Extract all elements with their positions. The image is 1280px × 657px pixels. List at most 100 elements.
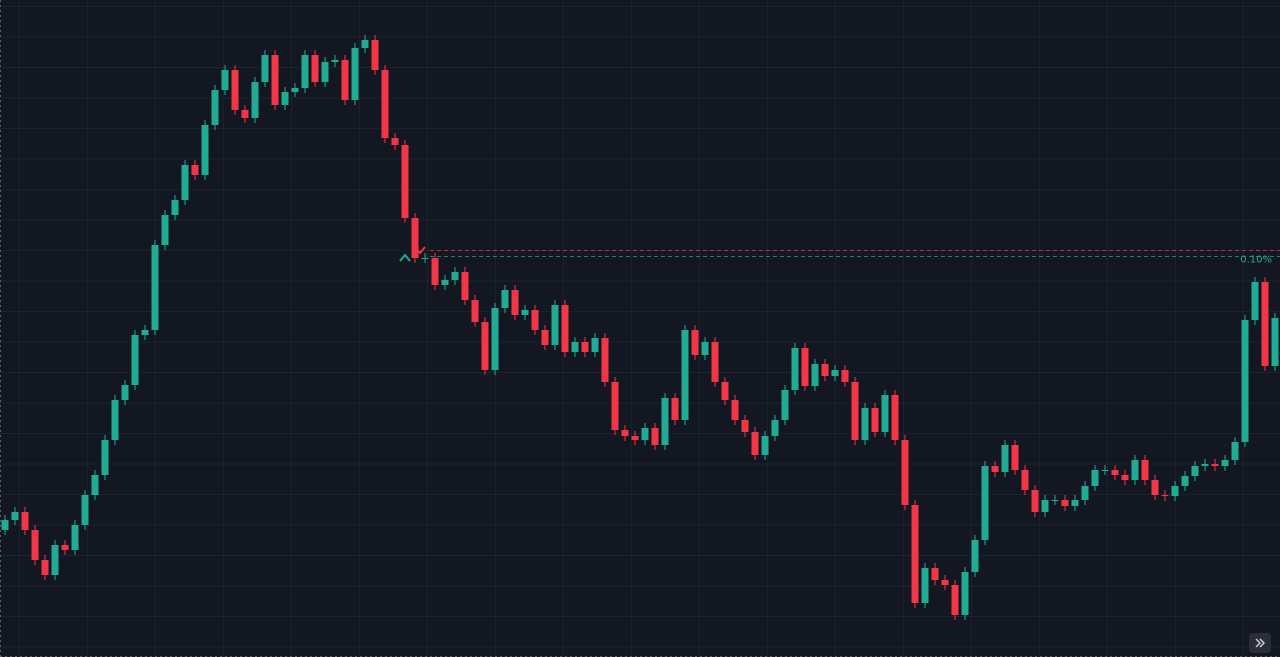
candle-body bbox=[1231, 442, 1239, 460]
candle-body bbox=[641, 428, 649, 440]
candle-body bbox=[1041, 500, 1049, 512]
candle-body bbox=[271, 55, 279, 105]
candle-body bbox=[1131, 460, 1139, 480]
chevron bbox=[1255, 638, 1265, 648]
candle-body bbox=[741, 420, 749, 432]
candle-body bbox=[321, 62, 329, 82]
candle-body bbox=[291, 88, 299, 92]
candle-body bbox=[961, 572, 969, 615]
candle-body bbox=[261, 55, 269, 82]
candle-body bbox=[781, 390, 789, 420]
candle-body bbox=[171, 200, 179, 215]
candle-body bbox=[391, 138, 399, 145]
candle-body bbox=[311, 55, 319, 82]
candle-body bbox=[581, 342, 589, 352]
candle-body bbox=[1061, 500, 1069, 506]
candle-body bbox=[561, 305, 569, 352]
candle-body bbox=[191, 165, 199, 175]
candle-body bbox=[251, 82, 259, 118]
candle-body bbox=[61, 545, 69, 550]
candle-body bbox=[381, 70, 389, 138]
candle-body bbox=[1191, 466, 1199, 476]
candle-body bbox=[671, 398, 679, 420]
candle-body bbox=[461, 272, 469, 300]
candle-body bbox=[451, 272, 459, 280]
candle-body bbox=[731, 400, 739, 420]
candle-body bbox=[201, 125, 209, 175]
candle-body bbox=[1081, 486, 1089, 500]
candle-body bbox=[1, 520, 9, 530]
candle-body bbox=[1011, 445, 1019, 470]
candle-body bbox=[1221, 460, 1229, 466]
candle-body bbox=[911, 505, 919, 603]
candle-body bbox=[31, 530, 39, 560]
candle-body bbox=[1201, 464, 1209, 466]
candle-body bbox=[521, 310, 529, 315]
candle-body bbox=[921, 568, 929, 603]
candle-body bbox=[651, 428, 659, 445]
candle-body bbox=[441, 280, 449, 285]
candle-body bbox=[711, 342, 719, 382]
candle-body bbox=[571, 342, 579, 352]
candle-body bbox=[811, 364, 819, 386]
candle-body bbox=[1171, 486, 1179, 496]
chevron-icon bbox=[1255, 638, 1265, 648]
candle-body bbox=[541, 330, 549, 345]
candle-body bbox=[51, 545, 59, 575]
candle-body bbox=[621, 430, 629, 436]
candle-body bbox=[411, 218, 419, 258]
candle-body bbox=[1071, 500, 1079, 506]
candle-body bbox=[971, 540, 979, 572]
candle-body bbox=[751, 432, 759, 455]
candle-body bbox=[341, 60, 349, 100]
candle-body bbox=[771, 420, 779, 436]
candle-body bbox=[481, 322, 489, 370]
candle-body bbox=[991, 466, 999, 472]
candle-body bbox=[511, 290, 519, 315]
candle-body bbox=[931, 568, 939, 580]
candle-body bbox=[861, 408, 869, 440]
candle-body bbox=[1271, 318, 1279, 366]
candle-body bbox=[871, 408, 879, 432]
candle-body bbox=[601, 338, 609, 382]
candle-body bbox=[821, 364, 829, 376]
candle-body bbox=[41, 560, 49, 575]
candle-body bbox=[161, 215, 169, 245]
candle-body bbox=[981, 466, 989, 540]
candle-body bbox=[121, 385, 129, 400]
candle-body bbox=[421, 258, 429, 259]
candle-body bbox=[701, 342, 709, 355]
candle-body bbox=[721, 382, 729, 400]
candle-body bbox=[1151, 480, 1159, 495]
candle-body bbox=[801, 348, 809, 386]
candle-body bbox=[951, 585, 959, 615]
candle-body bbox=[791, 348, 799, 390]
candle-body bbox=[71, 525, 79, 550]
candle-body bbox=[661, 398, 669, 445]
candle-body bbox=[691, 330, 699, 355]
candle-body bbox=[1251, 282, 1259, 320]
candle-body bbox=[1101, 470, 1109, 471]
candle-body bbox=[11, 512, 19, 520]
candle-body bbox=[831, 370, 839, 376]
candle-body bbox=[151, 245, 159, 330]
candle-body bbox=[591, 338, 599, 352]
candle-body bbox=[431, 258, 439, 285]
candle-body bbox=[21, 512, 29, 530]
candle-body bbox=[91, 475, 99, 495]
candle-body bbox=[101, 440, 109, 475]
candle-body bbox=[361, 40, 369, 48]
candle-body bbox=[81, 495, 89, 525]
candle-body bbox=[1031, 490, 1039, 512]
candle-body bbox=[331, 60, 339, 62]
candle-body bbox=[401, 145, 409, 218]
candle-body bbox=[611, 382, 619, 430]
candle-body bbox=[681, 330, 689, 420]
candle-body bbox=[221, 70, 229, 90]
candle-body bbox=[1181, 476, 1189, 486]
candle-body bbox=[1111, 470, 1119, 475]
scroll-to-realtime-button[interactable] bbox=[1249, 633, 1271, 653]
candle-body bbox=[851, 382, 859, 440]
